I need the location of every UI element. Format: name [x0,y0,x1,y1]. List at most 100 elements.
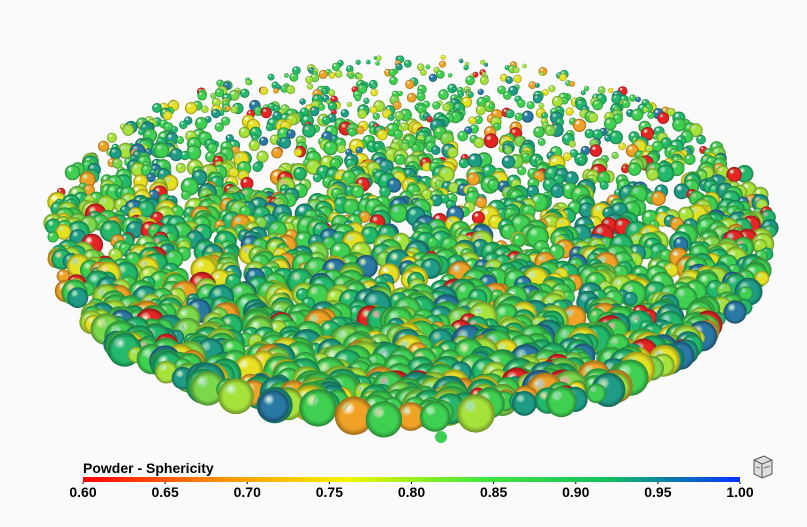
particle-shade [286,85,295,94]
particle-shade [464,65,469,70]
particle-shade [696,135,706,145]
particle-shade [107,133,117,143]
particle-shade [459,59,463,63]
particle-shade [349,74,355,80]
particle-shade [417,92,426,101]
particle-shade [179,121,187,129]
particle-shade [472,211,485,224]
particle-shade [439,61,446,68]
particle-shade [476,105,486,115]
particle-shade [389,69,397,77]
particle-shade [273,88,279,94]
particle-shade [468,153,483,168]
particle-shade [517,99,526,108]
particle-shade [67,287,88,308]
particle-shade [436,70,445,79]
particle-shade [322,116,331,125]
particle-shade [302,124,316,138]
particle-shade [240,89,249,98]
particle-shade [180,151,189,160]
particle-shade [319,70,328,79]
particle-shade [363,98,369,104]
particle-shade [210,93,216,99]
particle-shade [612,152,619,159]
particle-shade [407,93,417,103]
particle-shade [484,133,499,148]
particle-shade [578,157,586,165]
particle-shade [548,85,555,92]
particle-shade [629,95,636,102]
particle-shade [535,83,540,88]
particle-shade [590,144,602,156]
particle-shade [48,232,59,243]
particle-shade [356,60,361,65]
particle-shade [618,143,626,151]
particle-shade [533,94,542,103]
particle-shade [405,80,414,89]
particle-shade [266,124,274,132]
particle-shade [569,81,575,87]
particle-shade [388,114,394,120]
particle-shade [457,91,464,98]
particle-shade [375,61,380,66]
particle-shade [581,90,586,95]
particle-shade [268,74,275,81]
particle-shade [328,89,335,96]
particle-shade [522,111,534,123]
particle-shade [249,140,260,151]
particle-shade [323,141,337,155]
particle-shade [724,301,747,324]
particle-shade [452,87,457,92]
particle-shade [539,103,545,109]
particle-shade [231,106,238,113]
particle-shade [646,168,658,180]
particle-shade [584,86,589,91]
particle-shade [225,106,231,112]
particle-shade [515,113,523,121]
particle-shade [307,83,313,89]
particle-shade [358,109,367,118]
particle-shade [176,136,184,144]
particle-shade [286,129,295,138]
particle-shade [487,179,499,191]
particle-shade [239,127,250,138]
particle-shade [253,162,263,172]
particle-shade [284,73,289,78]
particle-shade [468,117,476,125]
particle-shade [522,64,527,69]
particle-shade [65,165,80,180]
particle-shade [429,74,437,82]
particle-shade [624,292,638,306]
particle-shade [588,113,598,123]
particle-shade [122,124,134,136]
particle-shade [465,76,475,86]
particle-shade [279,137,291,149]
particle-shade [389,204,408,223]
particle-shade [569,140,576,147]
particle-shade [643,107,649,113]
particle-shade [195,117,208,130]
particle-shade [503,91,512,100]
particle-shade [371,83,377,89]
particle-shade [171,126,178,133]
particle-shade [197,91,207,101]
particle-shade [488,103,494,109]
particle-shade [163,111,172,120]
particle-shade [609,131,623,145]
particle-shade [245,79,251,85]
particle-shade [604,135,611,142]
particle-shade [600,181,609,190]
particle-shade [552,96,563,107]
particle-shade [293,167,306,180]
particle-shade [505,109,514,118]
particle-shade [305,76,312,83]
particle-shade [657,164,675,182]
particle-shade [550,184,564,198]
particle-shade [404,60,412,68]
particle-shade [432,102,440,110]
particle-shade [294,148,302,156]
particle-shade [505,76,513,84]
particle-shade [109,147,121,159]
particle-shade [538,138,546,146]
